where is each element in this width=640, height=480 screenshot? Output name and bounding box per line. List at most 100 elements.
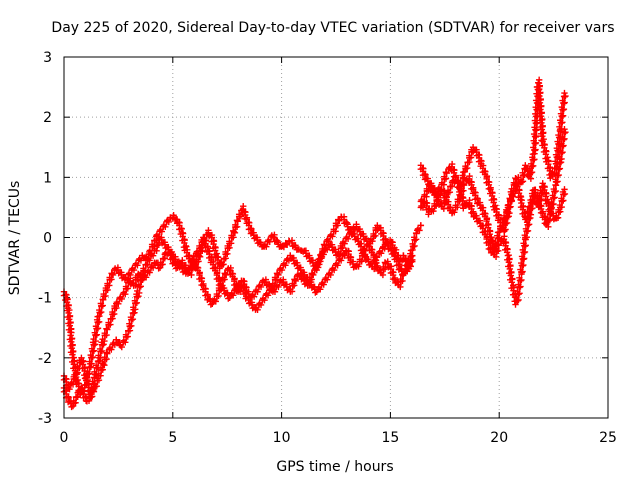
data-point [99,296,106,303]
data-point [314,259,321,266]
data-point [85,397,93,405]
data-point [516,274,523,282]
data-point [157,259,165,266]
data-point [271,274,279,281]
data-point [504,202,512,209]
data-point [105,319,112,326]
data-point [277,265,284,272]
data-point [221,270,228,277]
data-point [506,196,514,203]
data-point [529,150,537,158]
data-point [104,280,111,287]
data-point [218,259,225,266]
data-point [131,309,138,316]
data-point [395,281,402,289]
data-point [74,363,81,370]
data-point [68,338,75,345]
data-point [559,133,566,140]
data-point [521,231,528,239]
data-point [211,296,218,303]
data-point [538,119,545,127]
data-point [428,206,436,213]
data-point [291,276,298,283]
data-point [547,205,554,212]
data-point [411,234,418,241]
data-point [535,79,542,86]
data-point [558,140,565,147]
data-point [196,242,203,250]
data-point [343,233,350,241]
data-point [358,250,366,257]
x-tick-labels: 0 5 10 15 20 25 [60,430,617,446]
x-tick-label: 20 [490,430,508,446]
data-point [122,331,130,338]
data-point [100,290,107,298]
data-point [99,360,106,367]
data-point [91,381,99,388]
data-point [287,286,294,293]
data-point [454,196,462,203]
data-point [279,242,286,250]
data-point [68,345,76,352]
data-point [101,329,108,337]
data-point [329,265,336,272]
data-point [527,196,534,204]
data-point [561,126,568,133]
data-point [554,163,562,170]
y-tick-label: 0 [43,231,52,247]
data-point [95,352,102,359]
data-point [497,223,504,230]
chart-title: Day 225 of 2020, Sidereal Day-to-day VTE… [51,20,614,36]
data-point [232,285,239,293]
data-point [108,270,115,277]
data-point [228,290,235,297]
data-point [339,238,347,246]
data-point [134,287,141,295]
data-point [442,169,450,176]
y-tick-label: 3 [43,50,52,66]
data-point [562,128,569,136]
data-point [103,325,110,332]
data-point [269,280,277,287]
data-point [228,232,235,239]
data-point [525,173,533,180]
data-point [132,260,140,267]
data-point [522,225,530,232]
data-point [65,309,72,317]
data-point [367,236,375,243]
data-point [460,205,467,212]
data-point [259,295,267,302]
data-point [377,269,385,277]
data-point [490,245,498,252]
data-point [183,243,190,250]
data-point [536,99,544,106]
data-point [109,308,116,316]
data-point [548,198,555,206]
data-point [130,280,137,287]
data-point [370,230,377,238]
data-point [462,163,469,170]
data-point [555,131,562,139]
data-point [356,256,364,263]
data-point [225,295,232,302]
data-point [97,300,105,307]
data-point [85,391,93,399]
data-point [408,252,416,259]
data-point [148,262,155,270]
data-point [319,279,326,287]
x-axis-label: GPS time / hours [276,459,393,475]
data-point [360,246,368,253]
data-point [249,291,256,299]
data-point [319,249,326,257]
data-point [350,224,357,231]
data-point [324,236,331,243]
data-point [458,185,465,192]
data-point [402,266,410,273]
data-point [397,275,404,283]
data-point [140,265,147,272]
data-point [494,232,501,239]
data-point [94,313,101,320]
data-point [421,191,428,198]
data-point [441,173,448,180]
